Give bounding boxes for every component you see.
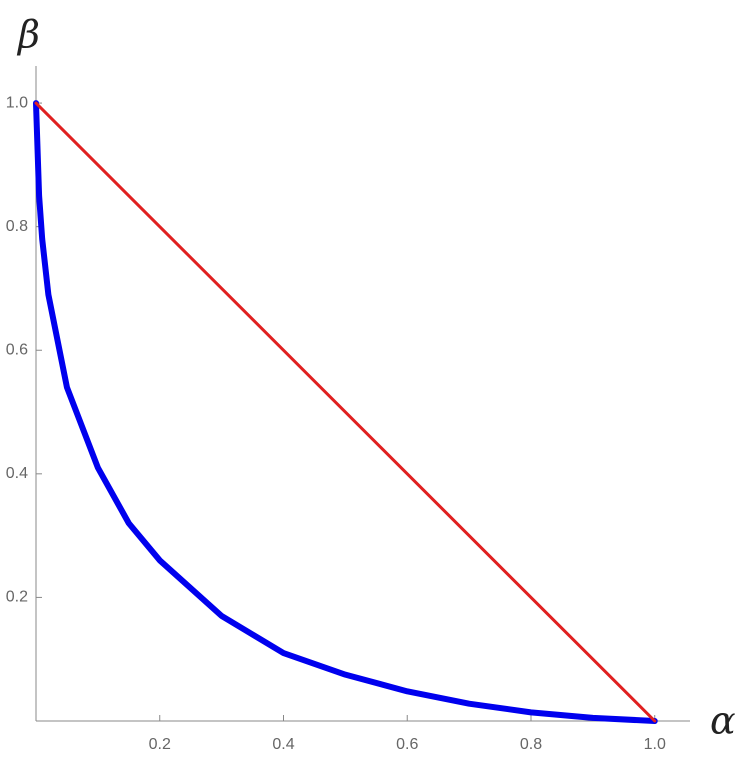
x-tick-label: 1.0 <box>644 736 666 753</box>
y-tick-label: 0.2 <box>6 589 28 606</box>
x-tick-label: 0.8 <box>520 736 542 753</box>
y-tick-label: 0.8 <box>6 218 28 235</box>
y-tick-label: 1.0 <box>6 94 28 111</box>
y-tick-label: 0.6 <box>6 341 28 358</box>
line <box>33 100 658 724</box>
x-tick-label: 0.6 <box>396 736 418 753</box>
x-tick-label: 0.4 <box>272 736 294 753</box>
x-axis-label: α <box>710 699 736 743</box>
y-axis-label: β <box>16 13 40 57</box>
x-tick-label: 0.2 <box>149 736 171 753</box>
line <box>34 101 657 723</box>
y-tick-label: 0.4 <box>6 465 28 482</box>
